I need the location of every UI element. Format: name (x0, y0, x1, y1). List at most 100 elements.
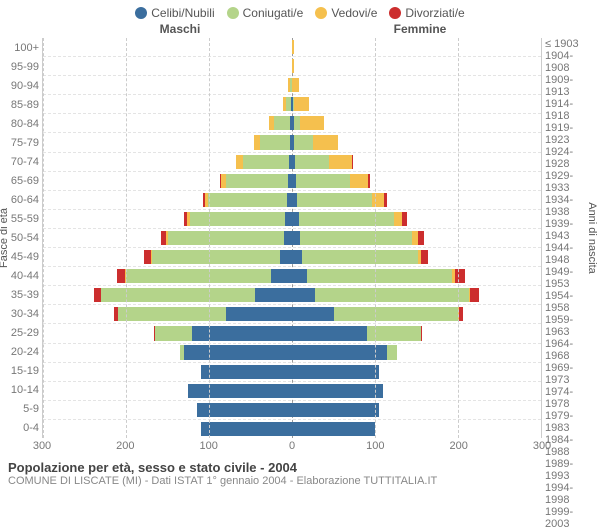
segment-cel (271, 269, 292, 283)
birth-tick: 1989-1993 (542, 458, 600, 482)
chart-area: Fasce di età 100+95-9990-9485-8980-8475-… (0, 38, 600, 438)
male-bar (43, 174, 292, 188)
segment-con (315, 288, 469, 302)
bar-row (43, 94, 541, 113)
female-bar (292, 326, 541, 340)
legend-dot (315, 7, 327, 19)
x-tick: 100 (366, 440, 384, 452)
segment-div (402, 212, 406, 226)
bar-row (43, 343, 541, 362)
segment-cel (201, 422, 292, 436)
birth-tick: 1929-1933 (542, 170, 600, 194)
segment-cel (292, 250, 302, 264)
male-bar (43, 422, 292, 436)
segment-div (418, 231, 424, 245)
segment-cel (292, 403, 379, 417)
segment-cel (284, 231, 292, 245)
grid-line (43, 38, 44, 438)
birth-tick: 1924-1928 (542, 146, 600, 170)
female-bar (292, 345, 541, 359)
y-axis-label-left: Fasce di età (0, 208, 10, 268)
bar-row (43, 132, 541, 151)
segment-con (387, 345, 397, 359)
segment-div (470, 288, 478, 302)
birth-tick: 1999-2003 (542, 506, 600, 530)
age-tick: 0-4 (0, 419, 42, 438)
segment-cel (292, 345, 387, 359)
segment-cel (292, 365, 379, 379)
bar-row (43, 304, 541, 323)
bar-row (43, 171, 541, 190)
segment-cel (255, 288, 292, 302)
header-male: Maschi (60, 22, 300, 36)
segment-con (260, 135, 289, 149)
legend-label: Divorziati/e (405, 6, 464, 20)
segment-con (226, 174, 288, 188)
age-tick: 70-74 (0, 152, 42, 171)
segment-cel (292, 288, 315, 302)
female-bar (292, 307, 541, 321)
segment-ved (254, 135, 261, 149)
grid-line (375, 38, 376, 438)
x-ticks: 3002001000100200300 (42, 440, 542, 454)
segment-div (117, 269, 125, 283)
female-bar (292, 212, 541, 226)
header-female: Femmine (300, 22, 540, 36)
bar-row (43, 266, 541, 285)
x-tick: 200 (449, 440, 467, 452)
male-bar (43, 269, 292, 283)
female-bar (292, 59, 541, 73)
age-tick: 75-79 (0, 133, 42, 152)
male-bar (43, 288, 292, 302)
segment-con (307, 269, 452, 283)
bar-row (43, 75, 541, 94)
male-bar (43, 193, 292, 207)
female-bar (292, 40, 541, 54)
age-tick: 90-94 (0, 76, 42, 95)
legend-item: Celibi/Nubili (135, 6, 214, 20)
grid-line (458, 38, 459, 438)
male-bar (43, 40, 292, 54)
x-axis: 3002001000100200300 (0, 438, 600, 456)
bar-row (43, 152, 541, 171)
male-bar (43, 116, 292, 130)
segment-con (297, 193, 372, 207)
segment-cel (292, 307, 334, 321)
age-tick: 25-29 (0, 324, 42, 343)
male-bar (43, 384, 292, 398)
segment-cel (292, 384, 383, 398)
segment-con (208, 193, 287, 207)
segment-cel (292, 269, 307, 283)
male-bar (43, 326, 292, 340)
bar-row (43, 209, 541, 228)
age-tick: 30-34 (0, 305, 42, 324)
chart-title: Popolazione per età, sesso e stato civil… (8, 460, 592, 475)
segment-ved (292, 78, 299, 92)
segment-con (294, 135, 312, 149)
female-bar (292, 384, 541, 398)
birth-tick: 1974-1978 (542, 386, 600, 410)
legend-label: Coniugati/e (243, 6, 304, 20)
age-tick: 10-14 (0, 381, 42, 400)
birth-tick: 1959-1963 (542, 314, 600, 338)
segment-con (299, 212, 394, 226)
segment-con (294, 116, 301, 130)
male-bar (43, 307, 292, 321)
segment-con (302, 250, 418, 264)
birth-tick: 1909-1913 (542, 74, 600, 98)
age-tick: 95-99 (0, 57, 42, 76)
female-bar (292, 422, 541, 436)
legend-item: Divorziati/e (389, 6, 464, 20)
segment-cel (226, 307, 292, 321)
plot-area (42, 38, 542, 438)
legend: Celibi/NubiliConiugati/eVedovi/eDivorzia… (0, 0, 600, 22)
female-bar (292, 193, 541, 207)
age-tick: 15-19 (0, 362, 42, 381)
birth-tick: 1994-1998 (542, 482, 600, 506)
female-bar (292, 116, 541, 130)
legend-label: Celibi/Nubili (151, 6, 214, 20)
segment-con (126, 269, 271, 283)
bar-row (43, 113, 541, 132)
legend-dot (227, 7, 239, 19)
segment-ved (294, 97, 308, 111)
